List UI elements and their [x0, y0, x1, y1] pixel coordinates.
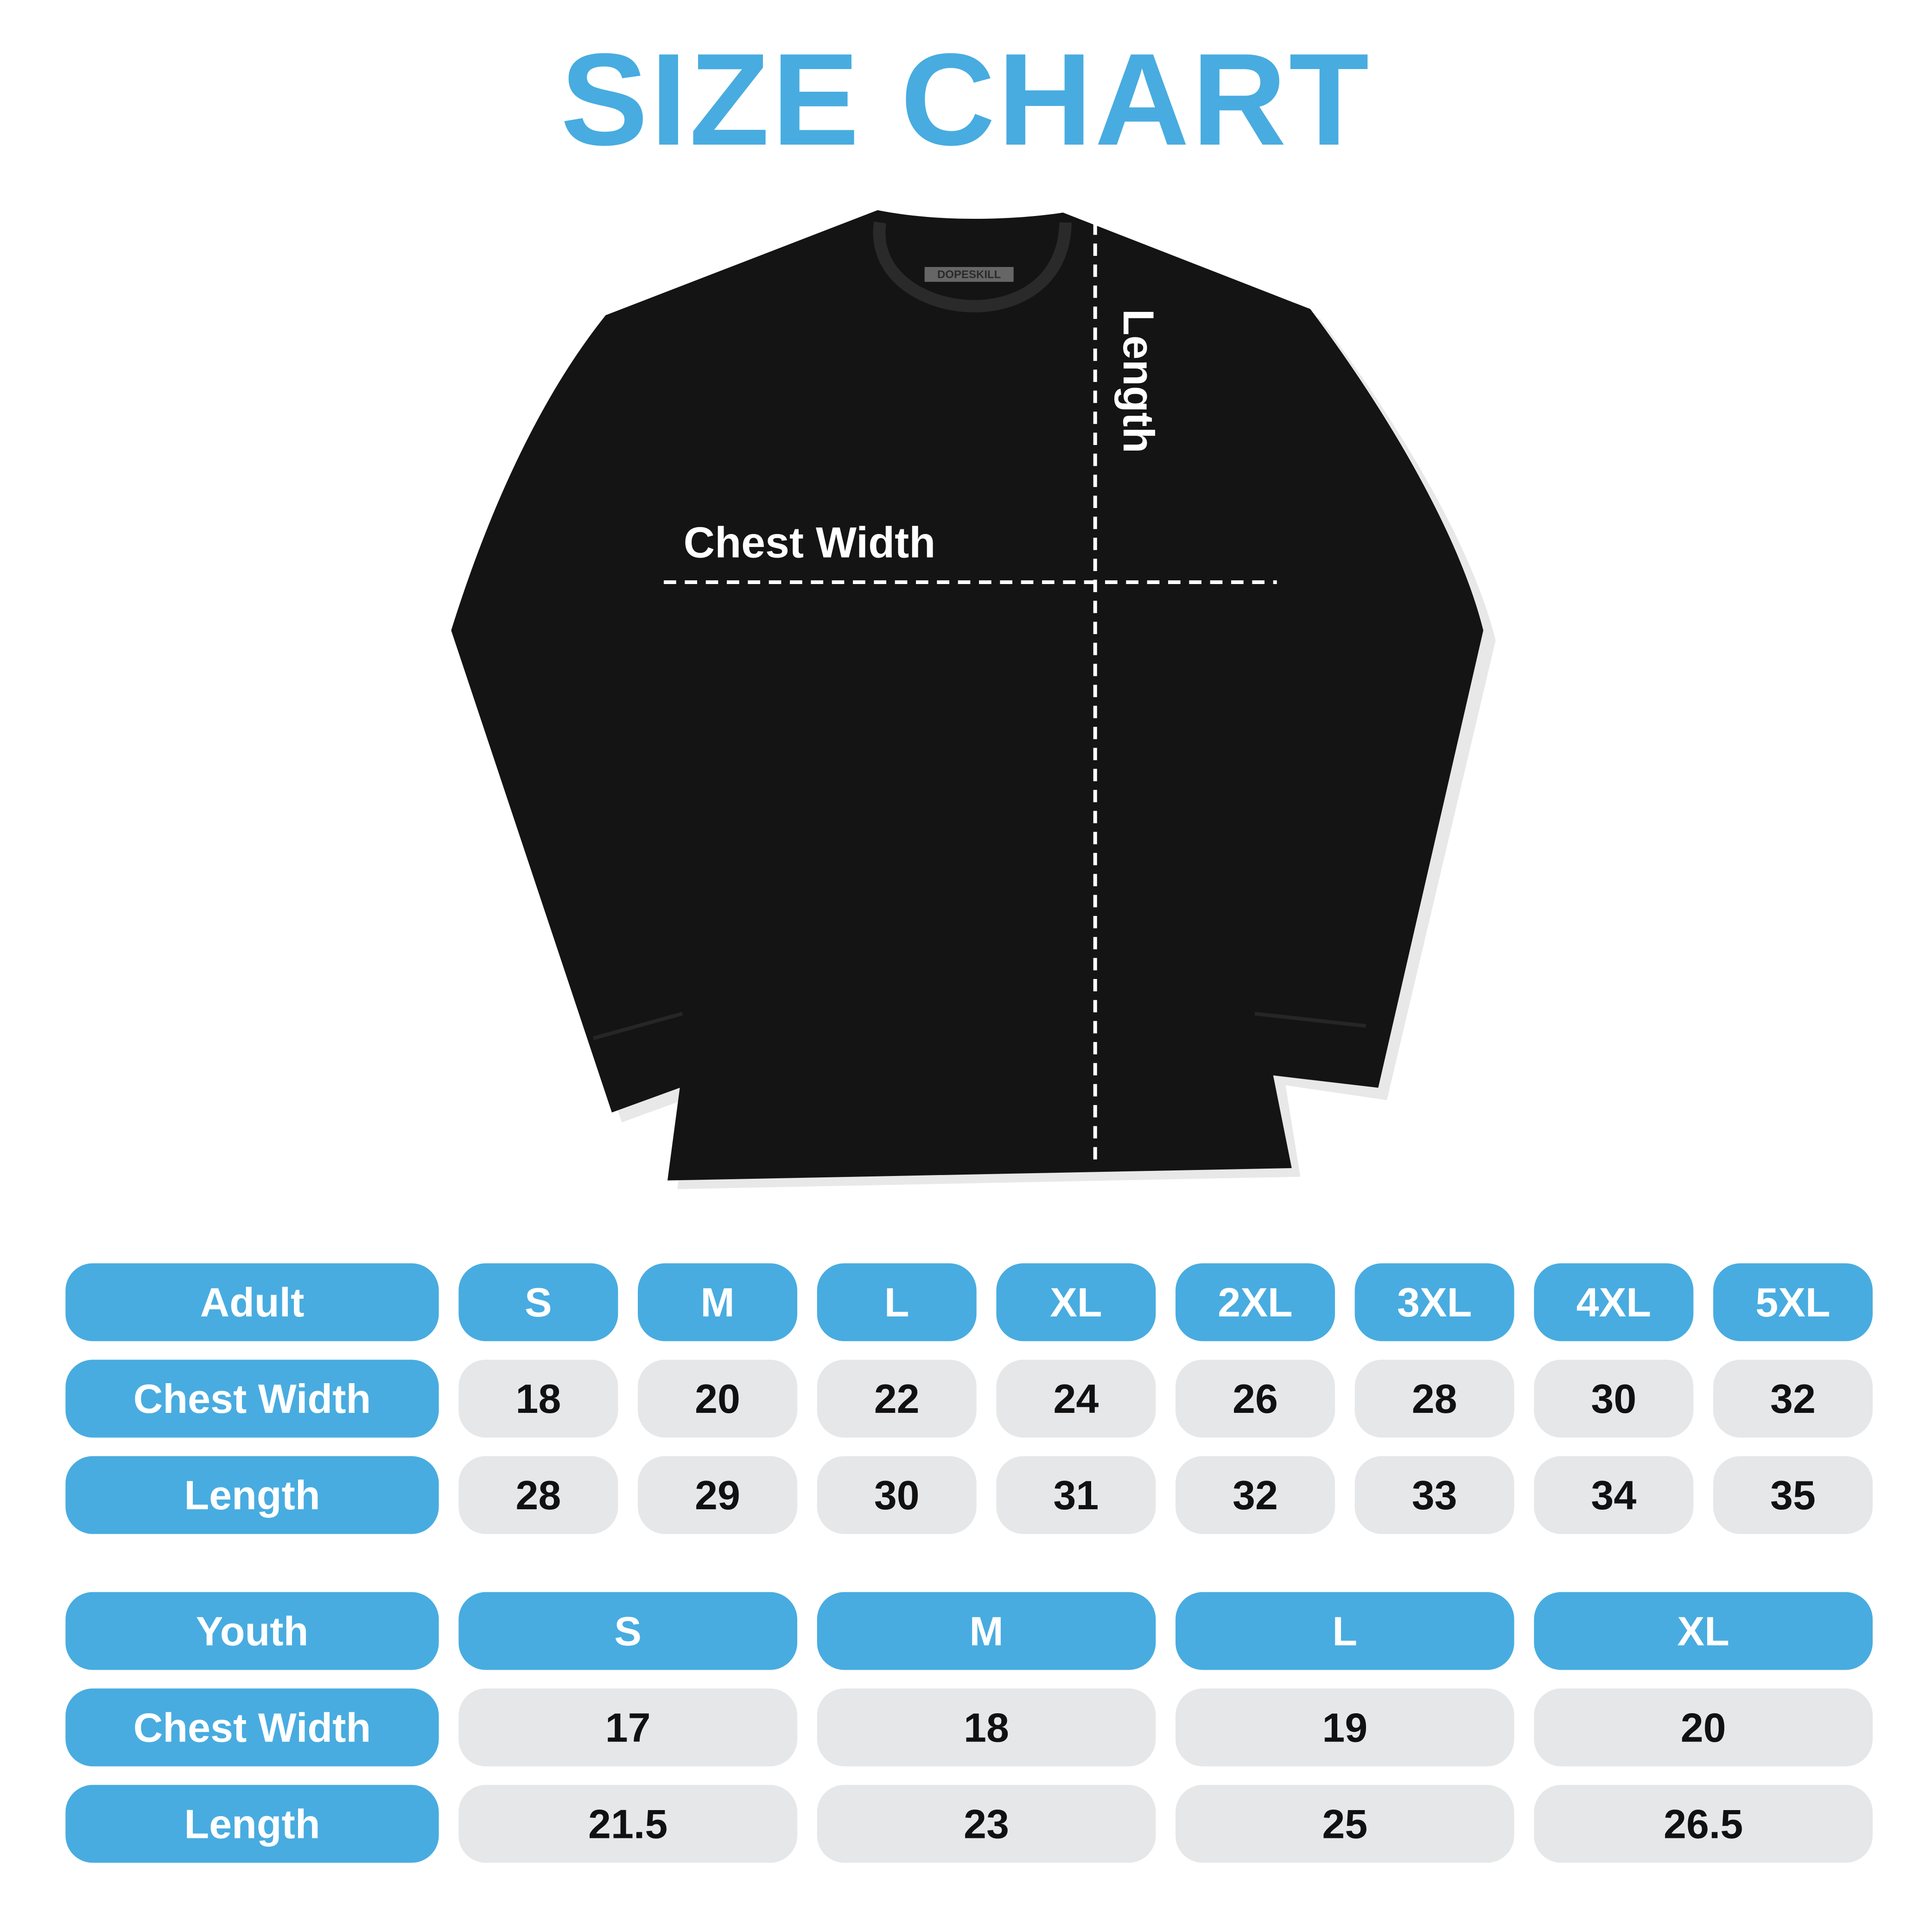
shirt-body — [451, 210, 1484, 1181]
youth-cell: 25 — [1176, 1785, 1514, 1863]
youth-size-xl: XL — [1534, 1592, 1873, 1670]
left-cuff — [592, 1011, 683, 1040]
adult-cell: 22 — [817, 1360, 977, 1438]
youth-size-s: S — [458, 1592, 798, 1670]
adult-cell: 29 — [638, 1456, 798, 1534]
shirt-illustration — [451, 210, 1496, 1189]
youth-cell: 18 — [817, 1688, 1156, 1767]
youth-row-label: Length — [65, 1785, 439, 1863]
length-label: Length — [1113, 309, 1162, 453]
adult-cell: 26 — [1176, 1360, 1335, 1438]
adult-size-xl: XL — [996, 1263, 1156, 1341]
adult-row-label: Chest Width — [65, 1360, 439, 1438]
adult-size-5xl: 5XL — [1713, 1263, 1873, 1341]
adult-cell: 18 — [458, 1360, 618, 1438]
youth-cell: 26.5 — [1534, 1785, 1873, 1863]
adult-cell: 33 — [1354, 1456, 1514, 1534]
adult-cell: 34 — [1534, 1456, 1694, 1534]
adult-cell: 32 — [1713, 1360, 1873, 1438]
adult-size-m: M — [638, 1263, 798, 1341]
adult-size-2xl: 2XL — [1176, 1263, 1335, 1341]
shirt-collar — [873, 222, 1072, 312]
youth-cell: 19 — [1176, 1688, 1514, 1767]
youth-cell: 17 — [458, 1688, 798, 1767]
adult-cell: 30 — [817, 1456, 977, 1534]
youth-cell: 21.5 — [458, 1785, 798, 1863]
youth-size-l: L — [1176, 1592, 1514, 1670]
adult-cell: 28 — [1354, 1360, 1514, 1438]
adult-cell: 30 — [1534, 1360, 1694, 1438]
page-title: SIZE CHART — [560, 27, 1372, 173]
youth-cell: 20 — [1534, 1688, 1873, 1767]
adult-row-label: Length — [65, 1456, 439, 1534]
adult-header: Adult — [65, 1263, 439, 1341]
right-cuff — [1254, 1011, 1366, 1028]
adult-size-4xl: 4XL — [1534, 1263, 1694, 1341]
adult-cell: 35 — [1713, 1456, 1873, 1534]
adult-size-l: L — [817, 1263, 977, 1341]
adult-cell: 24 — [996, 1360, 1156, 1438]
adult-cell: 28 — [458, 1456, 618, 1534]
adult-cell: 20 — [638, 1360, 798, 1438]
adult-cell: 31 — [996, 1456, 1156, 1534]
youth-row-label: Chest Width — [65, 1688, 439, 1767]
brand-tag: DOPESKILL — [924, 267, 1014, 282]
chest-width-label: Chest Width — [683, 519, 936, 568]
youth-cell: 23 — [817, 1785, 1156, 1863]
adult-size-s: S — [458, 1263, 618, 1341]
adult-cell: 32 — [1176, 1456, 1335, 1534]
adult-size-3xl: 3XL — [1354, 1263, 1514, 1341]
youth-header: Youth — [65, 1592, 439, 1670]
youth-size-m: M — [817, 1592, 1156, 1670]
